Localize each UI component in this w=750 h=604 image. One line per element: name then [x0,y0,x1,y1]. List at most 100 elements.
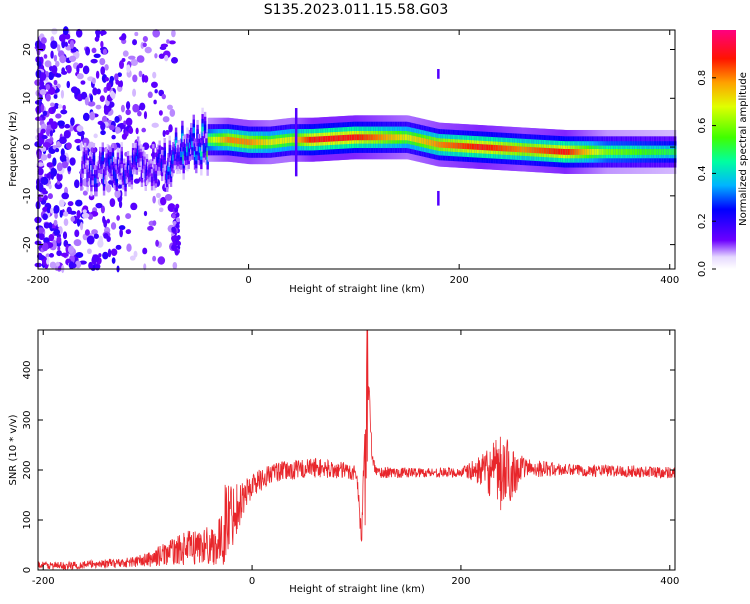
heatmap-cell [110,166,113,173]
heatmap-cell [556,148,559,155]
heatmap-cell [586,149,590,155]
heatmap-cell [40,128,46,134]
heatmap-cell [442,141,446,148]
heatmap-cell [40,123,47,131]
heatmap-cell [76,73,84,80]
heatmap-cell [388,134,391,141]
heatmap-cell [368,134,371,141]
heatmap-cell [393,134,396,141]
heatmap-cell [620,149,624,155]
colorbar-tick-label: 0.0 [697,261,708,277]
heatmap-cell [51,239,57,249]
heatmap-cell [142,42,147,48]
heatmap-cell [443,142,447,148]
heatmap-cell [508,145,511,152]
heatmap-cell [195,154,198,161]
heatmap-cell [505,145,509,152]
heatmap-cell [427,139,430,146]
heatmap-cell [150,81,158,88]
heatmap-cell [619,149,623,155]
heatmap-cell [521,146,524,153]
heatmap-cell [86,173,89,179]
heatmap-cell [211,136,214,143]
heatmap-cell [166,104,173,110]
heatmap-cell [327,135,331,142]
heatmap-cell [134,31,139,37]
heatmap-cell [86,235,95,245]
heatmap-cell [99,95,105,103]
heatmap-cell [169,168,173,175]
spectrogram-x-tick-label: 200 [450,275,469,286]
heatmap-cell [532,147,535,154]
heatmap-cell [138,153,141,160]
heatmap-cell [461,143,465,149]
heatmap-cell [594,149,597,155]
heatmap-cell [55,147,60,153]
heatmap-cell [446,142,449,149]
colorbar-tick-label: 0.2 [697,213,708,229]
heatmap-cell [50,40,58,50]
heatmap-cell [63,129,71,139]
heatmap-cell [646,149,649,155]
heatmap-cell [155,192,161,198]
colorbar-tick-label: 0.4 [697,165,708,181]
chart-title: S135.2023.011.15.58.G03 [264,2,449,18]
heatmap-cell [299,136,303,143]
heatmap-cell [100,130,106,136]
heatmap-cell [601,149,605,155]
heatmap-cell [380,134,384,141]
heatmap-cell [492,144,495,151]
heatmap-cell [653,149,657,155]
heatmap-cell [275,138,279,145]
spectrogram-cells [34,26,677,274]
heatmap-cell [250,139,254,146]
heatmap-cell [450,142,453,149]
heatmap-cell [657,149,660,155]
heatmap-cell [585,149,588,155]
heatmap-cell [53,94,58,99]
heatmap-cell [642,149,645,155]
heatmap-cell [67,201,74,207]
heatmap-cell [345,134,348,141]
heatmap-cell [403,134,406,141]
heatmap-cell [214,136,217,143]
heatmap-cell [84,97,89,106]
heatmap-cell [454,142,457,149]
heatmap-cell [114,116,120,123]
heatmap-cell [201,126,204,133]
spectrogram-y-tick-label: 10 [22,92,33,105]
heatmap-cell [132,88,137,97]
heatmap-cell [637,149,640,155]
heatmap-cell [222,136,226,143]
heatmap-cell [168,148,171,155]
heatmap-cell [335,135,338,142]
heatmap-cell [320,136,323,143]
heatmap-cell [116,215,120,221]
heatmap-cell [254,139,257,146]
heatmap-cell [344,134,347,141]
heatmap-cell [46,256,50,265]
heatmap-cell [131,155,135,162]
heatmap-cell [374,134,377,141]
heatmap-cell [625,149,629,155]
heatmap-cell [629,149,633,155]
heatmap-cell [130,59,138,67]
heatmap-cell [48,222,53,229]
heatmap-cell [668,149,672,155]
heatmap-cell [49,261,57,269]
heatmap-cell [133,250,138,258]
heatmap-cell [136,55,145,63]
heatmap-cell [623,149,626,155]
snr-x-label: Height of straight line (km) [289,584,425,595]
heatmap-cell [62,26,69,36]
heatmap-cell [627,149,630,155]
heatmap-cell [149,166,153,173]
heatmap-cell [264,139,267,146]
heatmap-cell [356,134,360,141]
heatmap-cell [643,149,647,155]
heatmap-cell [226,136,230,143]
heatmap-cell [543,147,547,154]
heatmap-cell [217,136,221,143]
colorbar-ticks: 0.0 0.2 0.4 0.6 0.8 [697,70,716,277]
heatmap-cell [632,149,635,155]
